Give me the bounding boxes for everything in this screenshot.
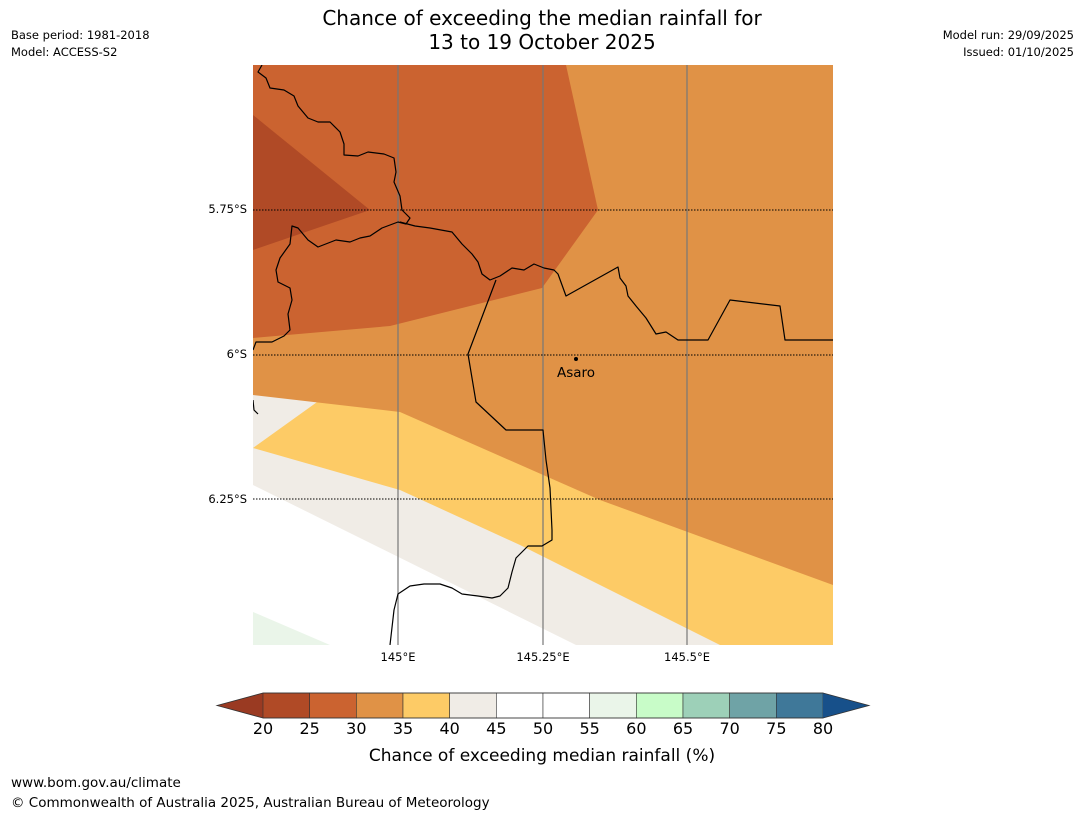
model-name: Model: ACCESS-S2 <box>11 45 118 59</box>
colorbar-segment <box>356 692 404 719</box>
place-label-asaro: Asaro <box>557 365 596 381</box>
footer-copyright: © Commonwealth of Australia 2025, Austra… <box>11 795 490 811</box>
colorbar-segment <box>636 692 684 719</box>
colorbar-tick: 35 <box>392 719 414 738</box>
title-line-1: Chance of exceeding the median rainfall … <box>322 6 762 30</box>
colorbar-segment <box>402 692 450 719</box>
base-period: Base period: 1981-2018 <box>11 28 150 42</box>
boundary-west <box>389 279 553 645</box>
boundary-ridge <box>399 221 833 341</box>
meta-right: Model run: 29/09/2025 Issued: 01/10/2025 <box>943 27 1074 61</box>
colorbar-tick: 65 <box>672 719 694 738</box>
lat-label-5-75: 5.75°S <box>208 202 247 216</box>
colorbar-tick: 60 <box>626 719 647 738</box>
colorbar-tick: 70 <box>719 719 740 738</box>
colorbar-tick: 30 <box>346 719 367 738</box>
colorbar-segment <box>682 692 730 719</box>
colorbar-segments <box>262 692 824 719</box>
colorbar-tick: 50 <box>532 719 554 738</box>
colorbar-segment <box>589 692 637 719</box>
colorbar-segment <box>542 692 590 719</box>
colorbar-outline <box>215 692 871 719</box>
boundary-stub <box>253 399 259 415</box>
town-marker-asaro <box>574 357 578 361</box>
colorbar-tick: 55 <box>579 719 600 738</box>
colorbar-segment <box>776 692 824 719</box>
meta-left: Base period: 1981-2018 Model: ACCESS-S2 <box>11 27 150 61</box>
lat-label-6: 6°S <box>226 347 247 361</box>
colorbar-high-arrow <box>823 693 869 718</box>
colorbar-tick: 40 <box>439 719 460 738</box>
colorbar-segment <box>729 692 777 719</box>
colorbar-segment <box>309 692 357 719</box>
title-line-2: 13 to 19 October 2025 <box>428 30 656 54</box>
colorbar-tick: 45 <box>486 719 507 738</box>
band-20-25 <box>253 115 370 250</box>
colorbar-segment <box>262 692 310 719</box>
colorbar-tick: 25 <box>299 719 320 738</box>
colorbar-label: Chance of exceeding median rainfall (%) <box>368 746 716 766</box>
issued-date: Issued: 01/10/2025 <box>963 45 1074 59</box>
lat-label-6-25: 6.25°S <box>208 492 247 506</box>
model-run: Model run: 29/09/2025 <box>942 28 1074 42</box>
colorbar-tick: 80 <box>812 719 834 738</box>
colorbar-segment <box>449 692 497 719</box>
colorbar-segment <box>496 692 544 719</box>
band-55-60 <box>253 612 330 645</box>
boundaries <box>253 65 833 645</box>
colorbar <box>215 692 871 719</box>
colorbar-tick: 20 <box>252 719 274 738</box>
parallels <box>253 209 833 500</box>
colorbar-tick: 75 <box>766 719 787 738</box>
lon-label-145-25: 145.25°E <box>516 650 570 664</box>
chart-title: Chance of exceeding the median rainfall … <box>242 6 842 54</box>
map-area <box>253 65 833 645</box>
lon-label-145-5: 145.5°E <box>664 650 710 664</box>
footer-url[interactable]: www.bom.gov.au/climate <box>11 775 181 791</box>
band-25-30 <box>253 65 598 338</box>
colorbar-low-arrow <box>217 693 263 718</box>
lon-label-145: 145°E <box>380 650 416 664</box>
